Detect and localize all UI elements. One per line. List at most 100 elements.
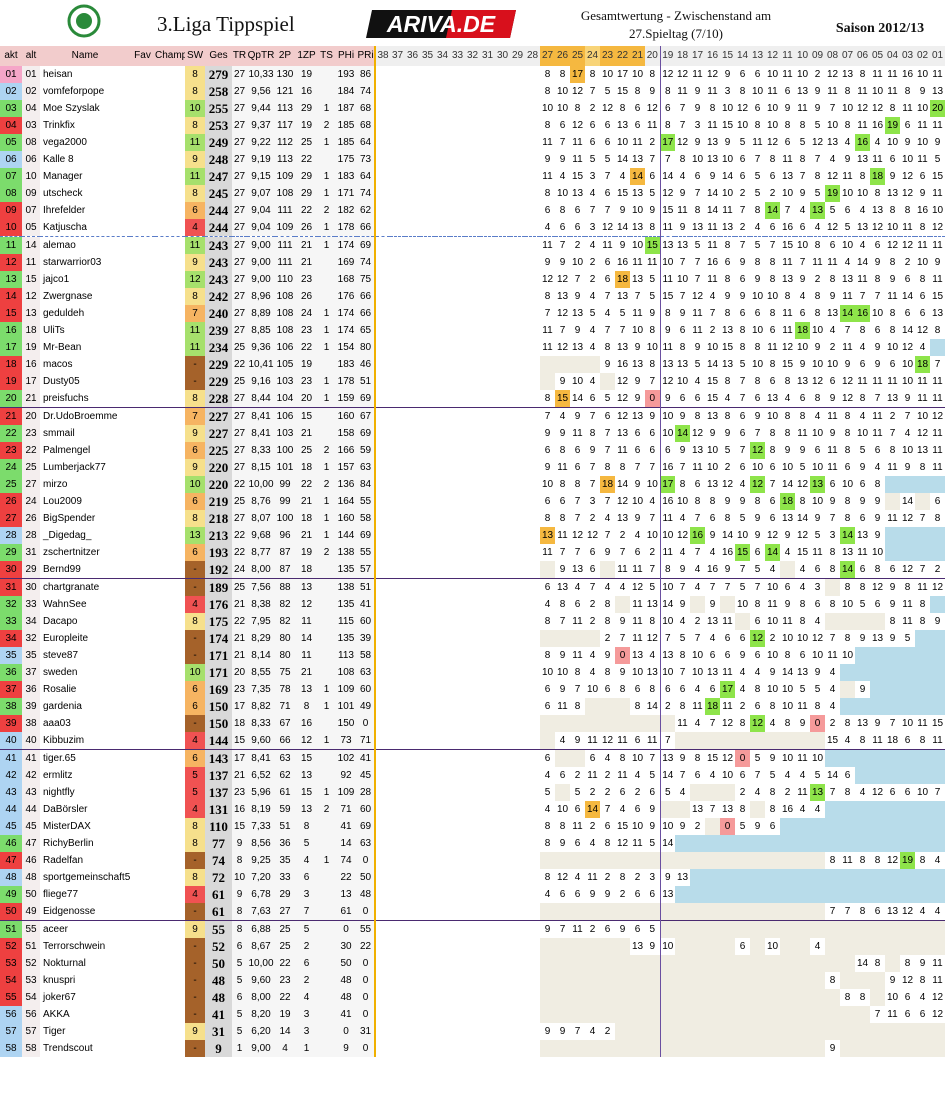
p2-cell: 71 (275, 698, 295, 715)
matchday-cell (795, 903, 810, 921)
matchday-cell (585, 698, 600, 715)
matchday-cell (420, 698, 435, 715)
table-row: 37 36 Rosalie 6 169 23 7,35 78 13 1 109 60 6 9 7 10 6 8 6 8… (0, 681, 945, 698)
matchday-cell (480, 442, 495, 459)
matchday-cell: 9 (795, 356, 810, 373)
matchday-cell: 2 (585, 100, 600, 117)
matchday-cell (510, 219, 525, 237)
matchday-cell: 7 (600, 425, 615, 442)
matchday-cell: 12 (570, 527, 585, 544)
table-row: 11 14 alemao 11 243 27 9,00 111 21 1 174 69 11 7 2 4 11 9… (0, 236, 945, 254)
matchday-cell: 11 (810, 254, 825, 271)
matchday-cell: 6 (780, 83, 795, 100)
matchday-cell (765, 920, 780, 938)
p2-cell: 96 (275, 527, 295, 544)
matchday-cell: 9 (630, 339, 645, 356)
icon-cell (155, 459, 185, 476)
table-row: 42 42 ermlitz 5 137 21 6,52 62 13 92 45 4 6 2 11 2 11 4 5 1… (0, 767, 945, 784)
matchday-cell (374, 955, 390, 972)
phi-cell: 109 (335, 681, 357, 698)
matchday-cell (405, 390, 420, 408)
matchday-cell: 10 (900, 151, 915, 168)
matchday-cell (720, 835, 735, 852)
matchday-cell: 6 (570, 442, 585, 459)
icon-cell (155, 818, 185, 835)
matchday-cell: 8 (825, 544, 840, 561)
qptr-cell: 6,20 (247, 1023, 275, 1040)
matchday-cell: 7 (735, 202, 750, 219)
name-cell: Lumberjack77 (43, 462, 106, 473)
icon-cell (130, 390, 155, 408)
matchday-cell: 10 (630, 493, 645, 510)
matchday-cell: 16 (855, 305, 870, 322)
table-row: 18 16 macos -229 22 10,41 105 19 183 46 9 16 13 8 13 13… (0, 356, 945, 373)
table-row: 30 29 Bernd99-192 24 8,00 87 18 135 57 9 13 6 11 11 7 8… (0, 561, 945, 579)
matchday-cell: 11 (570, 151, 585, 168)
akt-cell: 10 (0, 219, 22, 237)
matchday-cell: 7 (540, 407, 555, 425)
matchday-cell: 9 (735, 493, 750, 510)
matchday-cell: 0 (810, 715, 825, 732)
matchday-cell: 12 (885, 236, 900, 254)
tr-cell: 27 (232, 510, 247, 527)
matchday-cell (495, 750, 510, 768)
matchday-cell: 9 (555, 425, 570, 442)
matchday-cell: 4 (585, 1023, 600, 1040)
matchday-cell (450, 425, 465, 442)
matchday-cell (450, 647, 465, 664)
matchday-cell: 8 (645, 613, 660, 630)
matchday-cell: 8 (855, 66, 870, 83)
matchday-cell (630, 1023, 645, 1040)
matchday-cell: 5 (750, 749, 765, 767)
matchday-cell: 14 (795, 510, 810, 527)
table-row: 54 53 knuspri -48 5 9,60 23 2 48 0 8 9 12 8 11 (0, 972, 945, 989)
matchday-cell (885, 955, 900, 972)
matchday-cell (630, 852, 645, 869)
alt-cell: 37 (22, 664, 40, 681)
matchday-cell (510, 476, 525, 493)
matchday-cell: 4 (855, 784, 870, 801)
pri-cell: 64 (357, 168, 375, 185)
matchday-cell (510, 852, 525, 869)
matchday-cell (450, 784, 465, 801)
matchday-cell: 12 (585, 527, 600, 544)
matchday-cell (675, 989, 690, 1006)
name-cell: Rosalie (43, 684, 77, 695)
matchday-cell (510, 66, 525, 83)
matchday-cell: 4 (795, 288, 810, 305)
matchday-cell: 0 (720, 818, 735, 835)
matchday-cell: 6 (659, 681, 675, 698)
matchday-cell (795, 886, 810, 903)
matchday-cell: 9 (585, 886, 600, 903)
matchday-cell: 10 (675, 271, 690, 288)
matchday-cell (420, 202, 435, 219)
matchday-cell (525, 476, 540, 493)
icon-cell (155, 356, 185, 373)
matchday-cell: 11 (645, 117, 660, 134)
icon-cell (155, 903, 185, 921)
matchday-cell: 8 (795, 151, 810, 168)
matchday-cell (480, 527, 495, 544)
matchday-cell (480, 801, 495, 818)
matchday-cell (450, 596, 465, 613)
name-cell: geduldeh (43, 308, 85, 319)
matchday-header: 12 (765, 46, 780, 66)
akt-cell: 16 (0, 322, 22, 339)
matchday-cell: 13 (630, 271, 645, 288)
matchday-cell (930, 818, 945, 835)
matchday-cell: 12 (720, 476, 735, 493)
matchday-cell: 10 (870, 544, 885, 561)
phi-cell: 160 (335, 510, 357, 527)
pri-cell: 63 (357, 835, 375, 852)
matchday-cell: 10 (720, 767, 735, 784)
matchday-cell (525, 339, 540, 356)
matchday-cell (915, 869, 930, 886)
name-cell: Palmengel (43, 445, 91, 456)
matchday-cell (420, 66, 435, 83)
p2-cell: 19 (275, 1006, 295, 1023)
matchday-cell: 4 (585, 647, 600, 664)
matchday-cell: 7 (690, 510, 705, 527)
icon-cell (130, 527, 155, 544)
matchday-cell (495, 903, 510, 921)
matchday-cell: 13 (885, 390, 900, 408)
